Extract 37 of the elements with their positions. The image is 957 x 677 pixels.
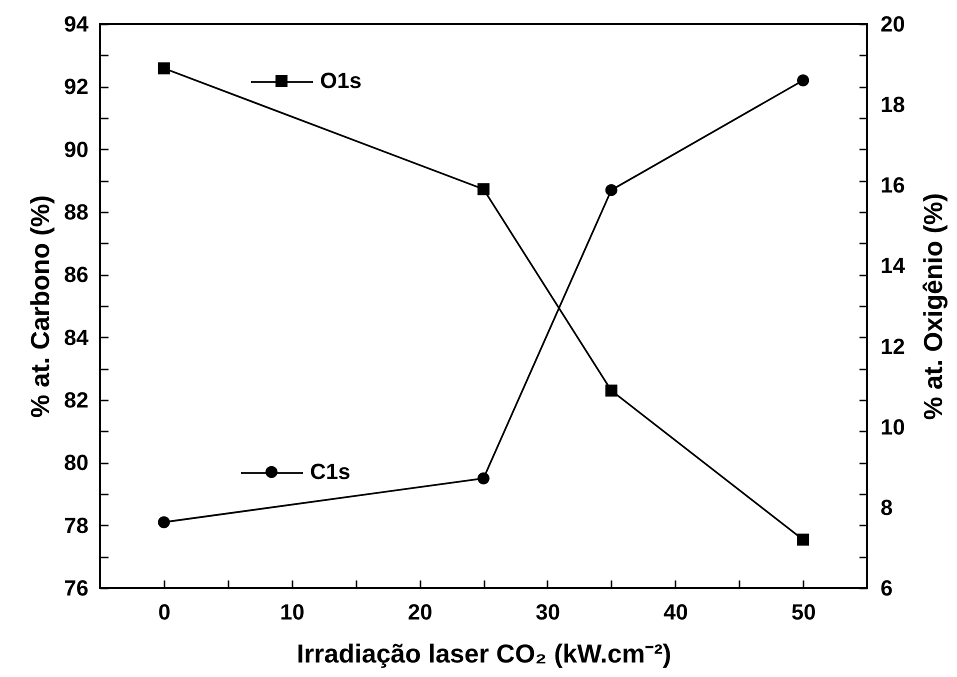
y2-tick-label: 6 [880, 576, 893, 600]
point [158, 516, 170, 528]
point [158, 62, 170, 74]
y-tick-label: 94 [64, 12, 90, 36]
legend-label: C1s [310, 459, 350, 484]
y-tick-label: 78 [64, 512, 88, 538]
point [478, 472, 490, 484]
x-tick-label: 0 [158, 600, 171, 624]
y-tick-label: 90 [64, 136, 88, 162]
y-tick-label: 86 [64, 262, 88, 288]
y2-tick-label: 18 [880, 92, 905, 118]
x-tick-label: 50 [791, 600, 816, 624]
y2-tick-label: 8 [880, 494, 893, 520]
y-axis-title: % at. Carbono (%) [25, 195, 56, 418]
y2-tick-label: 16 [880, 172, 905, 198]
x-axis-title: Irradiação laser CO₂ (kW.cm⁻²) [296, 638, 672, 668]
y-tick-label: 76 [64, 576, 88, 600]
x-tick-label: 40 [664, 600, 688, 624]
x-tick-label: 30 [536, 600, 560, 624]
point [797, 534, 810, 546]
x-tick-label: 10 [280, 600, 304, 624]
y2-tick-label: 20 [880, 12, 905, 36]
y2-tick-label: 12 [880, 334, 905, 359]
point [797, 74, 810, 86]
y-tick-label: 92 [64, 74, 88, 100]
y2-tick-label: 14 [880, 253, 906, 278]
legend-label: O1s [320, 68, 362, 93]
y2-tick-label: 10 [880, 414, 905, 440]
y-tick-label: 84 [64, 324, 90, 350]
y-tick-label: 82 [64, 388, 88, 412]
y2-axis-title: % at. Oxigênio (%) [918, 193, 948, 420]
y-tick-label: 88 [64, 200, 88, 224]
point [605, 184, 618, 196]
x-tick-label: 20 [408, 600, 432, 624]
point [605, 384, 618, 397]
point [478, 183, 490, 196]
y-tick-label: 80 [64, 450, 88, 476]
